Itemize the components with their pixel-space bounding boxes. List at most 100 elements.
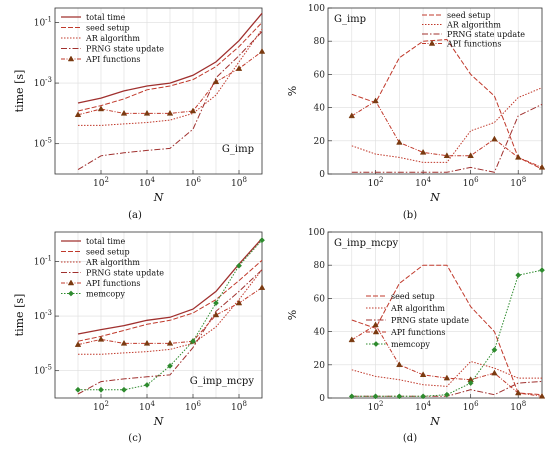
y-axis-label: time [s] [13, 294, 26, 337]
series-line-api [351, 324, 543, 397]
data-point-api [491, 135, 498, 142]
legend-d: seed setup AR algorithm PRNG state update A… [366, 292, 469, 349]
y-axis-label: % [286, 86, 299, 96]
x-axis-label: N [429, 191, 440, 204]
series-line-prng [351, 103, 543, 173]
series-group-d [348, 264, 546, 400]
data-point-api [212, 78, 220, 85]
data-point-memcopy [98, 386, 104, 393]
data-point-memcopy [236, 262, 242, 269]
x-axis-label: N [153, 415, 164, 428]
y-tick-label: 60 [314, 294, 326, 304]
x-tick-label: 102 [93, 400, 109, 413]
x-tick-label: 104 [139, 176, 155, 189]
series-line-total [77, 12, 263, 104]
panel-d: 102 104 106 108 0 20 40 60 80 100 N% G_imp_mcpyseed… [286, 228, 546, 428]
x-axis-label: N [153, 191, 164, 204]
series-line-seed [77, 259, 263, 342]
legend-label-seed: seed setup [86, 248, 130, 257]
legend-label-prng: PRNG state update [447, 30, 525, 39]
plot-frame-d [327, 231, 543, 399]
y-tick-label: 40 [314, 328, 326, 338]
legend-label-memcopy: memcopy [86, 290, 125, 299]
data-point-api [212, 311, 220, 318]
legend-marker-api [372, 328, 380, 335]
data-point-memcopy [515, 272, 522, 279]
legend-marker-api [67, 55, 75, 62]
data-point-memcopy [121, 386, 127, 393]
panel-label-b: (b) [403, 210, 417, 221]
series-group-b [348, 38, 546, 173]
panel-title-b: G_imp [334, 14, 366, 25]
y-tick-label: 10-3 [34, 76, 52, 89]
x-tick-label: 106 [463, 176, 479, 189]
legend-label-total: total time [86, 13, 125, 22]
y-axis-label: time [s] [13, 70, 26, 113]
x-tick-label: 102 [93, 176, 109, 189]
panel-title-d: G_imp_mcpy [334, 238, 399, 249]
data-point-api [348, 336, 356, 343]
x-tick-label: 108 [231, 400, 247, 413]
grid-c [54, 232, 263, 398]
x-tick-label: 108 [231, 176, 247, 189]
y-tick-label: 0 [319, 394, 325, 404]
x-tick-label: 108 [510, 176, 526, 189]
data-point-api [419, 148, 427, 155]
series-line-prng [77, 31, 263, 171]
y-tick-label: 80 [314, 37, 326, 47]
series-group-c [74, 237, 266, 395]
x-tick-label: 104 [415, 400, 431, 413]
data-point-api [235, 65, 243, 71]
plot-frame-a [54, 7, 263, 175]
y-tick-label: 20 [314, 137, 326, 147]
data-point-api [491, 369, 498, 376]
data-point-memcopy [443, 391, 450, 398]
y-tick-label: 10-1 [34, 15, 52, 28]
data-point-memcopy [75, 386, 81, 393]
data-point-api [372, 97, 379, 104]
series-line-ar [351, 87, 543, 163]
data-point-api [120, 109, 128, 116]
legend-label-seed: seed setup [447, 11, 491, 20]
legend-label-ar: AR algorithm [85, 258, 140, 267]
legend-marker-memcopy [373, 341, 379, 347]
panel-label-d: (d) [403, 433, 417, 444]
x-tick-label: 104 [415, 176, 431, 189]
series-line-prng [77, 269, 263, 395]
data-point-memcopy [144, 382, 150, 388]
data-point-api [514, 389, 522, 396]
data-point-memcopy [213, 300, 219, 307]
panel-label-c: (c) [128, 433, 142, 444]
y-tick-label: 0 [319, 170, 325, 180]
data-point-api [189, 107, 197, 114]
data-point-api [143, 109, 151, 116]
legend-label-ar: AR algorithm [390, 304, 445, 313]
series-line-ar [78, 269, 263, 355]
legend-label-ar: AR algorithm [446, 21, 501, 30]
data-point-api [538, 392, 546, 399]
y-tick-label: 20 [314, 361, 326, 371]
x-tick-label: 102 [368, 176, 384, 189]
data-point-api [467, 152, 474, 158]
data-point-api [258, 48, 266, 54]
data-point-memcopy [259, 237, 265, 244]
y-tick-label: 10-5 [34, 137, 52, 150]
series-line-api [77, 51, 263, 116]
data-point-api [97, 105, 105, 112]
data-point-api [235, 299, 243, 306]
data-point-api [396, 361, 403, 368]
x-tick-label: 108 [510, 400, 526, 413]
data-point-api [97, 335, 105, 342]
data-point-api [348, 112, 356, 119]
data-point-memcopy [467, 380, 474, 387]
data-point-api [120, 339, 128, 346]
legend-label-api: API functions [390, 328, 445, 337]
grid-d [327, 231, 543, 399]
data-point-api [514, 153, 522, 160]
legend-label-api: API functions [85, 279, 140, 288]
data-point-memcopy [396, 393, 403, 400]
